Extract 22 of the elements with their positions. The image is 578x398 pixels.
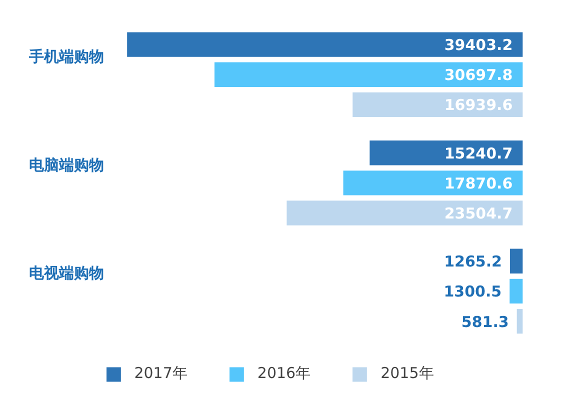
data-label: 39403.2	[444, 36, 513, 54]
bar	[516, 308, 523, 334]
data-label: 17870.6	[444, 174, 513, 192]
data-label: 581.3	[461, 312, 509, 331]
bar	[510, 248, 523, 274]
bar	[286, 200, 523, 226]
bar	[343, 170, 523, 196]
data-label: 15240.7	[444, 144, 513, 162]
y-tick-label: 手机端购物	[28, 48, 104, 66]
data-label: 1300.5	[444, 282, 502, 301]
data-label: 1265.2	[444, 252, 502, 271]
data-label: 16939.6	[444, 96, 513, 114]
legend-label: 2015年	[380, 364, 434, 383]
y-tick-label: 电脑端购物	[29, 156, 104, 174]
data-label: 23504.7	[444, 204, 513, 223]
data-label: 30697.8	[444, 66, 513, 84]
y-tick-label: 电视端购物	[29, 264, 104, 282]
bar	[510, 278, 523, 304]
bar	[214, 62, 523, 87]
legend-label: 2017年	[134, 364, 188, 383]
legend-label: 2016年	[257, 364, 311, 383]
bar	[127, 32, 523, 57]
